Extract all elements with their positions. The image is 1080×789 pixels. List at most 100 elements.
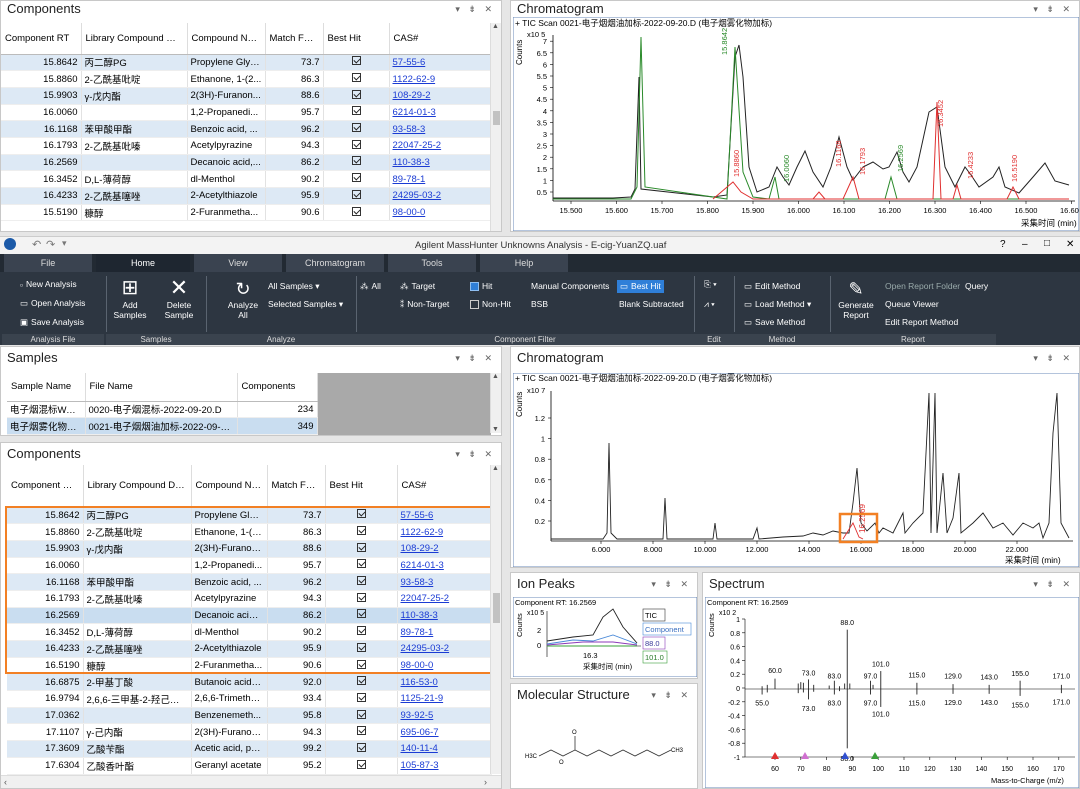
cas-link[interactable]: 695-06-7 (397, 723, 492, 742)
save-method-button[interactable]: ▭ Save Method (744, 317, 806, 328)
save-analysis-button[interactable]: ▣ Save Analysis (20, 317, 84, 328)
non-hit-checkbox[interactable] (470, 300, 479, 310)
filter-non-target-button[interactable]: ⁑ Non-Target (400, 299, 450, 310)
table-row[interactable]: 15.8642 丙二醇PG Propylene Glyc... 73.7 57-55-6 (1, 54, 492, 72)
horizontal-scrollbar[interactable]: ‹ › (1, 775, 501, 788)
cas-link[interactable]: 110-38-3 (397, 607, 492, 625)
table-row[interactable]: 16.9794 2,6,6-三甲基-2-羟己烯-... 2,6,6-Trimethy… (7, 690, 492, 708)
edit-chart-button[interactable]: ⩘ ▾ (704, 299, 715, 309)
checkbox-checked-icon[interactable] (356, 759, 366, 769)
best-hit-checkbox[interactable] (323, 54, 390, 72)
checkbox-checked-icon[interactable] (356, 626, 366, 636)
table-row[interactable]: 15.8642 丙二醇PG Propylene Glyc... 73.7 57-55-6 (7, 507, 492, 525)
filter-hit-toggle[interactable]: Hit (470, 281, 492, 292)
cas-link[interactable]: 93-58-3 (389, 120, 492, 138)
col-header[interactable]: Component RT (1, 23, 82, 55)
best-hit-checkbox[interactable] (323, 137, 390, 155)
cas-link[interactable]: 57-55-6 (389, 54, 492, 72)
checkbox-checked-icon[interactable] (356, 692, 366, 702)
col-header[interactable]: Match Factor (267, 465, 326, 508)
cas-link[interactable]: 93-92-5 (397, 707, 492, 725)
checkbox-checked-icon[interactable] (356, 742, 366, 752)
tab-file[interactable]: File (4, 254, 92, 272)
edit-copy-button[interactable]: ⎘ ▾ (704, 279, 717, 289)
top-chromatogram-plot[interactable]: + TIC Scan 0021-电子烟烟油加标-2022-09-20.D (电子… (513, 17, 1079, 231)
checkbox-checked-icon[interactable] (356, 576, 366, 586)
best-hit-checkbox[interactable] (325, 590, 398, 608)
col-header[interactable]: Best Hit (325, 465, 398, 508)
scrollbar[interactable]: ▲ (490, 23, 501, 231)
checkbox-checked-icon[interactable] (356, 659, 366, 669)
cas-link[interactable]: 93-58-3 (397, 573, 492, 591)
scrollbar[interactable]: ▲ ▼ (490, 373, 501, 433)
manual-components-toggle[interactable]: Manual Components (531, 281, 610, 291)
tab-view[interactable]: View (194, 254, 282, 272)
blank-subtracted-toggle[interactable]: Blank Subtracted (619, 299, 684, 309)
filter-non-hit-toggle[interactable]: Non-Hit (470, 299, 511, 310)
best-hit-checkbox[interactable] (325, 640, 398, 658)
tab-tools[interactable]: Tools (388, 254, 476, 272)
hit-checkbox[interactable] (470, 282, 479, 292)
filter-target-button[interactable]: ⁂ Target (400, 281, 436, 292)
checkbox-checked-icon[interactable] (356, 709, 366, 719)
cas-link[interactable]: 1125-21-9 (397, 690, 492, 708)
checkbox-checked-icon[interactable] (356, 676, 366, 686)
checkbox-checked-icon[interactable] (351, 106, 361, 116)
checkbox-checked-icon[interactable] (356, 526, 366, 536)
generate-report-button[interactable]: ✎ Generate Report (836, 278, 876, 320)
checkbox-checked-icon[interactable] (356, 609, 366, 619)
load-method-button[interactable]: ▭ Load Method ▾ (744, 299, 812, 310)
cas-link[interactable]: 116-53-0 (397, 673, 492, 692)
best-hit-toggle[interactable]: ▭ Best Hit (617, 280, 664, 294)
cas-link[interactable]: 24295-03-2 (389, 187, 492, 205)
table-row[interactable]: 16.4233 2-乙酰基噻唑 2-Acetylthiazole 95.9 24295-… (7, 640, 492, 658)
edit-report-method-button[interactable]: Edit Report Method (885, 317, 959, 327)
table-row[interactable]: 15.9903 γ-戊内酯 2(3H)-Furanon... 88.6 108-29-2 (7, 540, 492, 558)
col-header[interactable]: CAS# (389, 23, 492, 55)
best-hit-checkbox[interactable] (325, 557, 398, 575)
col-header[interactable]: Compound Name (191, 465, 268, 508)
table-row[interactable]: 16.2569 Decanoic acid,... 86.2 110-38-3 (7, 607, 492, 625)
best-hit-checkbox[interactable] (323, 187, 390, 205)
best-hit-checkbox[interactable] (323, 154, 390, 172)
panel-controls[interactable]: ▾ ⇟ ✕ (1033, 579, 1073, 589)
col-header[interactable]: Best Hit (323, 23, 390, 55)
best-hit-checkbox[interactable] (323, 170, 390, 188)
best-hit-checkbox[interactable] (325, 673, 398, 692)
tab-help[interactable]: Help (480, 254, 568, 272)
bsb-toggle[interactable]: BSB (531, 299, 549, 309)
best-hit-checkbox[interactable] (325, 540, 398, 558)
panel-controls[interactable]: ▾ ⇟ ✕ (1033, 4, 1073, 14)
col-header[interactable]: Library Compound Description (81, 23, 188, 55)
cas-number[interactable]: 140-11-4 (400, 743, 438, 755)
cas-number[interactable]: 98-00-0 (392, 207, 426, 219)
table-row[interactable]: 17.6304 乙酸香叶酯 Geranyl acetate 95.2 105-87-3 (7, 757, 492, 775)
table-row[interactable]: 15.8860 2-乙酰基吡啶 Ethanone, 1-(2... 86.3 1122-… (7, 523, 492, 541)
analyze-all-button[interactable]: ↻ Analyze All (227, 279, 259, 320)
table-row[interactable]: 16.3452 D,L-薄荷醇 dl-Menthol 90.2 89-78-1 (7, 623, 492, 641)
all-samples-dropdown[interactable]: All Samples ▾ (268, 281, 320, 291)
checkbox-checked-icon[interactable] (356, 559, 366, 569)
tab-home[interactable]: Home (96, 254, 190, 272)
cas-number[interactable]: 695-06-7 (400, 726, 439, 738)
cas-number[interactable]: 93-58-3 (392, 123, 426, 135)
best-hit-checkbox[interactable] (325, 523, 398, 541)
query-button[interactable]: Query (965, 281, 989, 291)
cas-number[interactable]: 24295-03-2 (392, 190, 442, 202)
checkbox-checked-icon[interactable] (356, 642, 366, 652)
cas-link[interactable]: 140-11-4 (397, 740, 492, 758)
spectrum-plot[interactable]: Component RT: 16.2569 x10 2 Counts 1 0.8 0… (705, 597, 1079, 788)
table-row[interactable]: 16.3452 D,L-薄荷醇 dl-Menthol 90.2 89-78-1 (1, 170, 492, 188)
panel-controls[interactable]: ▾ ⇟ ✕ (651, 579, 691, 589)
qat-menu-icon[interactable]: ▾ (62, 238, 67, 248)
table-row[interactable]: 16.6875 2-甲基丁酸 Butanoic acid, ... 92.0 116-5… (7, 673, 492, 692)
table-row[interactable]: 15.5190 糠醇 2-Furanmetha... 90.6 98-00-0 (1, 204, 492, 222)
chromatogram-plot[interactable]: + TIC Scan 0021-电子烟烟油加标-2022-09-20.D (电子… (513, 373, 1079, 567)
cas-link[interactable]: 108-29-2 (389, 87, 492, 105)
cas-number[interactable]: 110-38-3 (392, 156, 430, 168)
table-row[interactable]: 17.3609 乙酸苄酯 Acetic acid, ph... 99.2 140-11-… (7, 740, 492, 758)
cas-link[interactable]: 57-55-6 (397, 507, 492, 525)
cas-link[interactable]: 110-38-3 (389, 154, 492, 172)
col-header[interactable]: File Name (85, 373, 238, 402)
table-row[interactable]: 16.4233 2-乙酰基噻唑 2-Acetylthiazole 95.9 24295-… (1, 187, 492, 205)
